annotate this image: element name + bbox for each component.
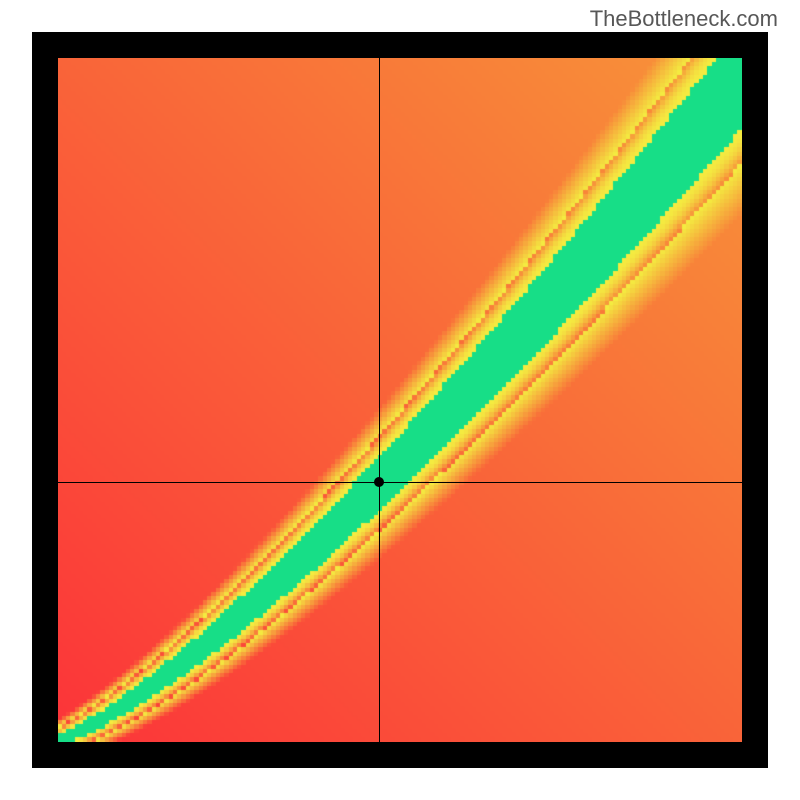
chart-frame [32, 32, 768, 768]
watermark-text: TheBottleneck.com [590, 6, 778, 32]
plot-area [58, 58, 742, 742]
crosshair-vertical [379, 58, 380, 742]
heatmap-canvas [58, 58, 742, 742]
crosshair-horizontal [58, 482, 742, 483]
crosshair-marker [374, 477, 384, 487]
chart-container: TheBottleneck.com [0, 0, 800, 800]
